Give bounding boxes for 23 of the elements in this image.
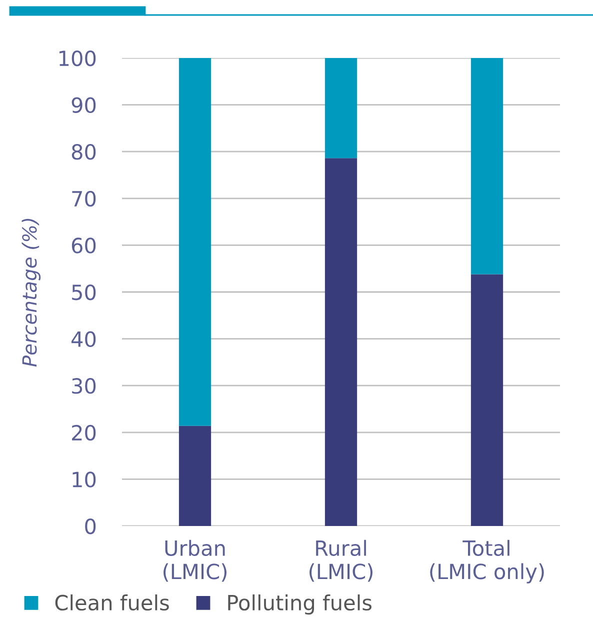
bar (470, 274, 504, 526)
x-tick-label: Urban (LMIC) (164, 540, 226, 582)
y-tick-label: 50 (72, 284, 96, 300)
y-tick-label: 10 (72, 472, 96, 488)
legend-label: Polluting fuels (228, 594, 372, 615)
y-tick-label: 0 (85, 518, 96, 534)
y-tick-label: 40 (72, 331, 96, 348)
y-tick-label: 20 (72, 424, 96, 441)
bar (178, 426, 212, 526)
x-tick-label: Total (LMIC only) (430, 540, 544, 584)
y-tick-label: 100 (60, 50, 96, 66)
y-tick-label: 60 (72, 238, 96, 254)
bar (324, 158, 358, 526)
bar (470, 58, 504, 274)
y-tick-label: 70 (72, 190, 96, 207)
legend-label: Clean fuels (55, 594, 169, 611)
bar (178, 58, 212, 426)
x-tick-label: Rural (LMIC) (310, 540, 372, 582)
bar (324, 58, 358, 158)
y-tick-label: 30 (72, 378, 96, 394)
y-axis-title: Percentage (%) (22, 218, 41, 367)
y-tick-label: 80 (72, 144, 96, 160)
y-tick-label: 90 (72, 97, 96, 114)
